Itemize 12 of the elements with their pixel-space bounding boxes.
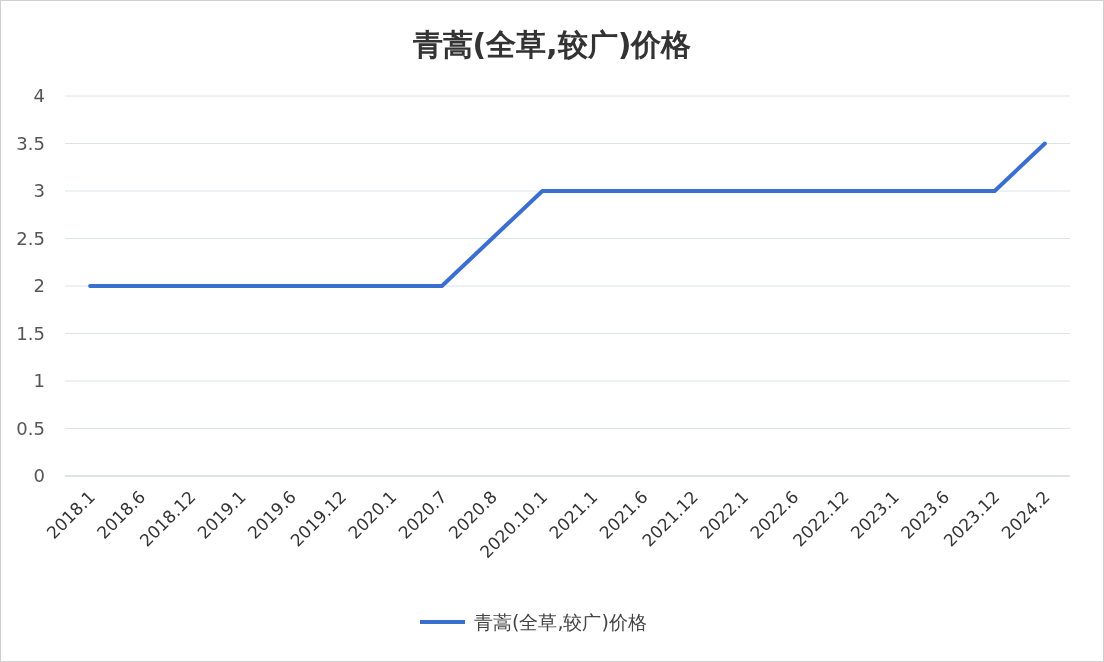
line-series <box>88 141 1047 288</box>
y-tick-label: 4 <box>33 85 45 106</box>
y-tick-label: 1 <box>33 370 45 391</box>
y-tick-label: 3.5 <box>16 132 45 154</box>
legend-label: 青蒿(全草,较广)价格 <box>474 611 647 633</box>
y-tick-label: 1.5 <box>16 322 45 344</box>
y-tick-label: 3 <box>33 180 45 201</box>
chart-title: 青蒿(全草,较广)价格 <box>411 27 692 62</box>
y-tick-label: 0.5 <box>16 417 45 439</box>
y-tick-label: 2 <box>33 275 45 296</box>
y-tick-label: 2.5 <box>16 227 45 249</box>
y-tick-label: 0 <box>33 465 45 486</box>
